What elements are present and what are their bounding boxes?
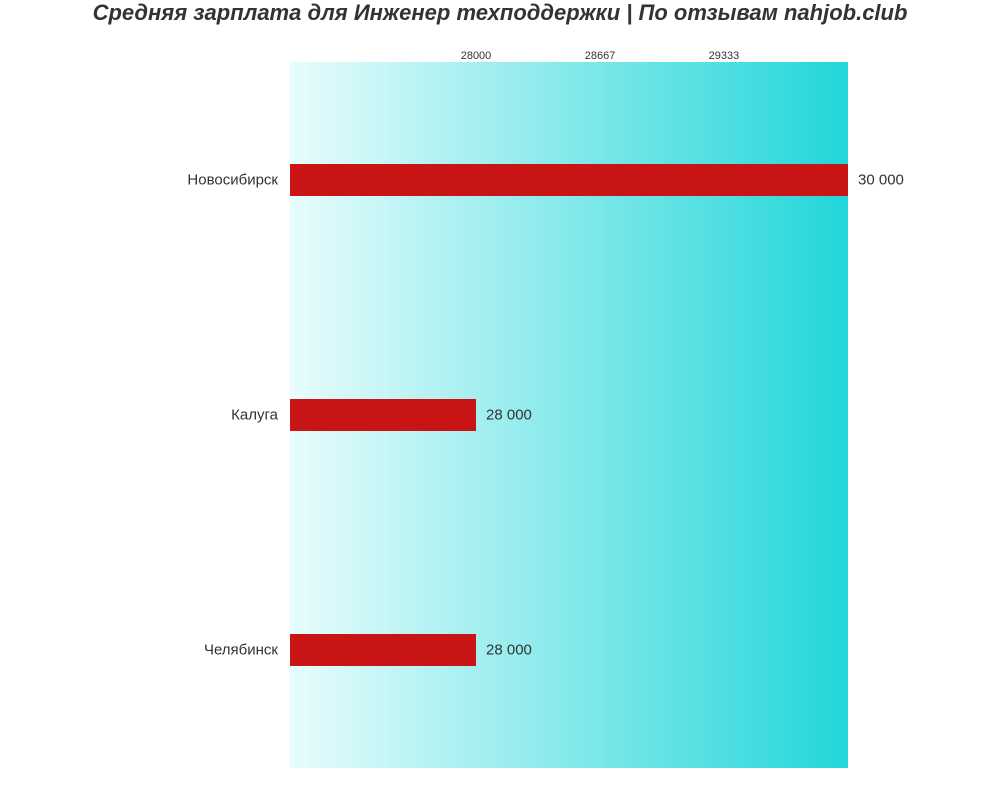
chart-container: Средняя зарплата для Инженер техподдержк…	[0, 0, 1000, 800]
bar-value-label: 30 000	[858, 171, 904, 188]
chart-title: Средняя зарплата для Инженер техподдержк…	[0, 0, 1000, 26]
x-tick-label: 28667	[585, 50, 616, 62]
bar	[290, 634, 476, 666]
y-tick-label: Новосибирск	[4, 171, 278, 188]
plot-area: 28000286672933330 00028 00028 000	[290, 62, 848, 768]
bar	[290, 399, 476, 431]
y-tick-label: Челябинск	[4, 642, 278, 659]
bar-value-label: 28 000	[486, 642, 532, 659]
bar	[290, 164, 848, 196]
bar-value-label: 28 000	[486, 407, 532, 424]
y-tick-label: Калуга	[4, 407, 278, 424]
x-tick-label: 29333	[709, 50, 740, 62]
x-tick-label: 28000	[461, 50, 492, 62]
